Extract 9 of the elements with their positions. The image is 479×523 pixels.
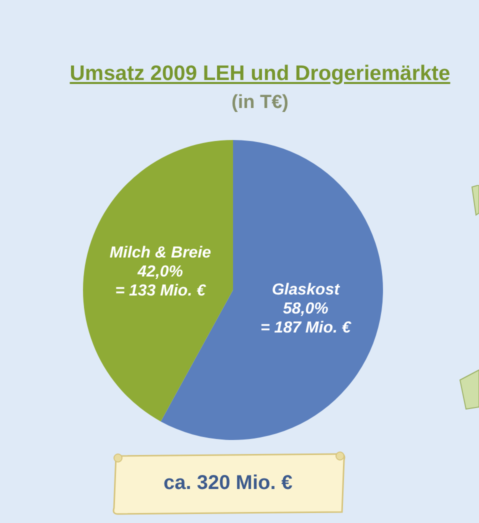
slice-label: Glaskost [272, 281, 340, 298]
text: = 133 Mio. € [115, 282, 206, 299]
chart-title: Umsatz 2009 LEH und Drogeriemärkte [68, 62, 452, 86]
text: = 187 Mio. € [260, 319, 351, 336]
slice-label: Milch & Breie [110, 244, 212, 261]
data-label: 58,0% [282, 300, 328, 318]
chart-subtitle: (in T€) [230, 92, 290, 114]
pie-slice [83, 140, 233, 422]
data-label: 42,0% [136, 262, 184, 280]
